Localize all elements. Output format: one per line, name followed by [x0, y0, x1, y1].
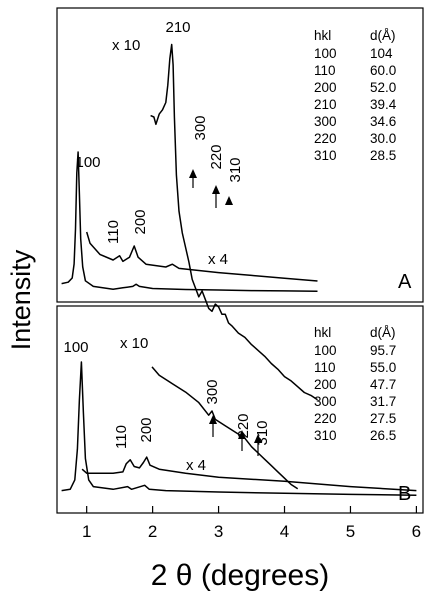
table-b-row-d: 47.7: [370, 377, 396, 392]
panel-b-d-spacing-table: hkl d(Å) 100 95.7 110 55.0 200 47.7 300 …: [314, 325, 396, 443]
peak-label-a-220: 220: [208, 144, 225, 169]
x-tick-label: 1: [82, 522, 91, 541]
peak-label-b-100: 100: [63, 339, 88, 356]
table-a-row-d: 34.6: [370, 114, 396, 129]
x-tick-label: 3: [214, 522, 223, 541]
peak-arrow-a-220: [212, 185, 220, 208]
table-b-row-d: 95.7: [370, 343, 396, 358]
table-b-row-hkl: 100: [314, 343, 337, 358]
panel-a-label: A: [398, 271, 412, 293]
table-b-header-hkl: hkl: [314, 325, 331, 340]
table-a-row-hkl: 210: [314, 97, 337, 112]
table-a-row-d: 52.0: [370, 80, 396, 95]
table-a-row-d: 28.5: [370, 148, 396, 163]
table-a-row-hkl: 100: [314, 46, 337, 61]
table-b-row-hkl: 310: [314, 428, 337, 443]
table-a-row-hkl: 110: [314, 63, 336, 78]
table-a-row-hkl: 310: [314, 148, 337, 163]
scale-label-b-x4: x 4: [186, 457, 206, 474]
table-b-header-d: d(Å): [370, 325, 396, 340]
table-a-row-hkl: 220: [314, 131, 337, 146]
table-b-row-hkl: 110: [314, 360, 336, 375]
table-b-row-d: 26.5: [370, 428, 396, 443]
panel-a-x4-magnified-pattern: [85, 231, 318, 282]
peak-label-b-300: 300: [204, 379, 221, 404]
panel-a-d-spacing-table: hkl d(Å) 100 104 110 60.0 200 52.0 210 3…: [314, 28, 397, 163]
panel-b-label: B: [398, 483, 411, 505]
peak-label-b-110: 110: [113, 425, 130, 449]
scale-label-a-x10: x 10: [112, 37, 140, 54]
data-curves: [61, 43, 417, 496]
x-axis-ticks: 1 2 3 4 5 6: [82, 506, 421, 541]
peak-arrow-b-300: [209, 415, 217, 437]
table-a-row-hkl: 200: [314, 80, 337, 95]
x-axis-title: 2 θ (degrees): [151, 559, 329, 592]
table-a-header-d: d(Å): [370, 28, 396, 43]
table-b-row-d: 31.7: [370, 394, 396, 409]
peak-arrow-a-310: [225, 196, 233, 205]
table-a-row-hkl: 300: [314, 114, 337, 129]
panel-b-x10-magnified-pattern: [151, 366, 299, 490]
table-b-row-d: 27.5: [370, 411, 396, 426]
peak-label-b-220: 220: [235, 413, 252, 438]
x-tick-label: 2: [148, 522, 157, 541]
table-b-row-hkl: 220: [314, 411, 337, 426]
panel-a-frame: [56, 7, 424, 303]
table-a-row-d: 104: [370, 46, 393, 61]
peak-label-a-300: 300: [192, 115, 209, 140]
table-a-row-d: 30.0: [370, 131, 396, 146]
scale-label-a-x4: x 4: [208, 251, 228, 268]
peak-label-a-210: 210: [165, 19, 190, 36]
table-b-row-hkl: 200: [314, 377, 337, 392]
peak-label-a-310: 310: [227, 157, 244, 182]
peak-arrow-a-300: [189, 169, 197, 188]
scale-label-b-x10: x 10: [120, 335, 148, 352]
x-tick-label: 6: [412, 522, 421, 541]
table-a-header-hkl: hkl: [314, 28, 331, 43]
table-b-row-hkl: 300: [314, 394, 337, 409]
x-tick-label: 5: [346, 522, 355, 541]
peak-label-a-200: 200: [132, 209, 149, 234]
panel-b-frame: [56, 305, 424, 514]
panel-b-x4-magnified-pattern: [81, 456, 417, 492]
table-a-row-d: 39.4: [370, 97, 397, 112]
panel-a-x10-magnified-pattern: [150, 43, 318, 401]
peak-label-a-110: 110: [105, 220, 122, 244]
y-axis-title: Intensity: [6, 249, 36, 350]
x-tick-label: 4: [280, 522, 289, 541]
peak-label-a-100: 100: [75, 154, 100, 171]
table-a-row-d: 60.0: [370, 63, 396, 78]
peak-label-b-200: 200: [138, 417, 155, 442]
panel-b-raw-pattern: [61, 361, 417, 496]
peak-arrow-b-220: [238, 430, 246, 451]
table-b-row-d: 55.0: [370, 360, 396, 375]
